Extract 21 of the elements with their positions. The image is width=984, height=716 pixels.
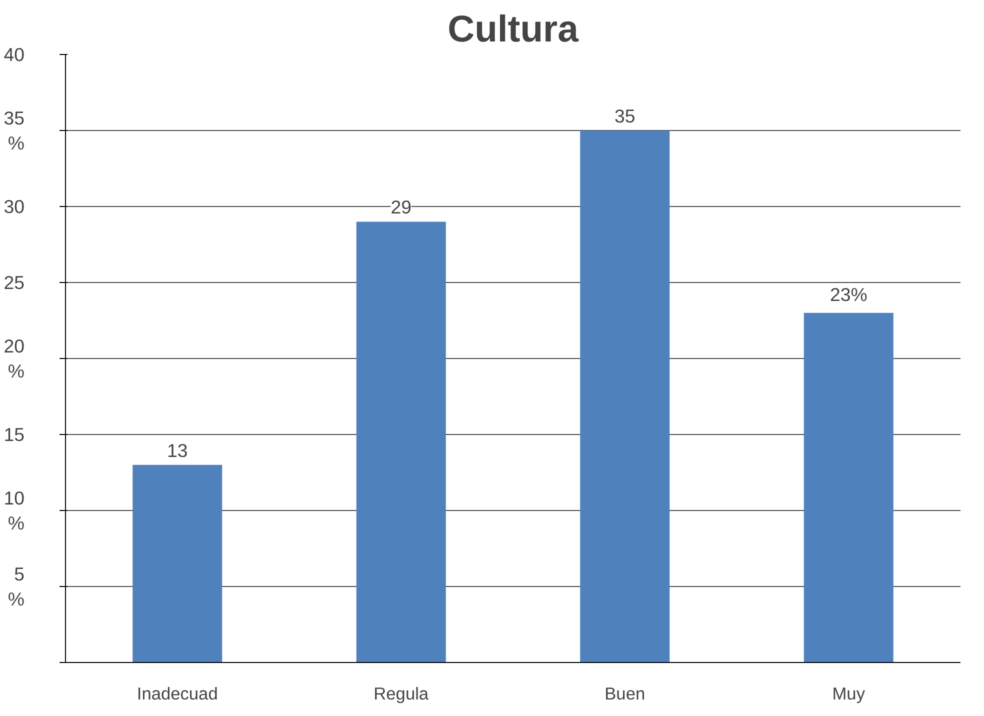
chart-title: Cultura <box>448 8 579 50</box>
data-label: 23% <box>830 284 868 305</box>
y-tick-label: 30 <box>4 196 25 217</box>
y-tick-label: 10 % <box>4 487 25 534</box>
bar <box>580 130 670 662</box>
x-tick-label: Muy <box>832 684 866 704</box>
x-tick-label: Inadecuad <box>136 684 218 704</box>
x-tick-label: Regula <box>374 684 429 704</box>
data-label: 35 <box>614 106 636 126</box>
y-tick-label: 20 % <box>4 335 25 382</box>
bar <box>132 464 222 662</box>
bar <box>804 312 894 662</box>
data-label: 13 <box>167 440 188 461</box>
x-tick-label: Buen <box>604 684 646 704</box>
y-tick-label: 15 <box>4 424 25 445</box>
data-label: 29 <box>390 196 412 218</box>
bar <box>356 222 446 662</box>
y-tick-label: 5 % <box>8 563 25 610</box>
y-tick-label: 35 % <box>4 107 25 154</box>
y-tick-label: 40 <box>4 44 25 65</box>
y-tick-label: 25 <box>4 272 25 293</box>
